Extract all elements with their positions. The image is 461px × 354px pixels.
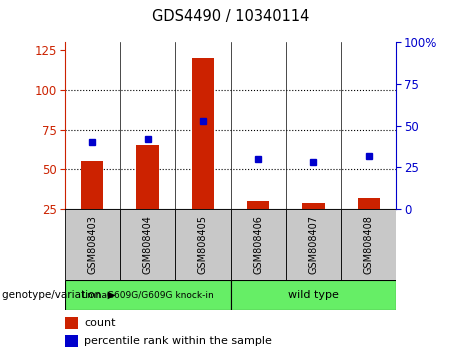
Text: GSM808406: GSM808406 (253, 215, 263, 274)
Text: GDS4490 / 10340114: GDS4490 / 10340114 (152, 9, 309, 24)
Text: GSM808408: GSM808408 (364, 215, 374, 274)
Bar (247, 201, 269, 209)
Bar (175, 209, 230, 280)
Bar (65, 335, 78, 347)
Bar (120, 209, 175, 280)
Text: GSM808405: GSM808405 (198, 215, 208, 274)
Bar (136, 145, 159, 209)
Text: wild type: wild type (288, 290, 339, 300)
Bar (65, 280, 230, 310)
Bar (65, 318, 78, 329)
Text: genotype/variation  ▶: genotype/variation ▶ (2, 290, 116, 300)
Text: GSM808407: GSM808407 (308, 215, 319, 274)
Bar (230, 209, 286, 280)
Text: percentile rank within the sample: percentile rank within the sample (84, 336, 272, 346)
Bar (65, 209, 120, 280)
Bar (358, 198, 380, 209)
Text: count: count (84, 318, 116, 328)
Bar (302, 202, 325, 209)
Text: LmnaG609G/G609G knock-in: LmnaG609G/G609G knock-in (82, 290, 213, 299)
Bar (286, 209, 341, 280)
Bar (81, 161, 103, 209)
Text: GSM808403: GSM808403 (87, 215, 97, 274)
Bar (192, 58, 214, 209)
Text: GSM808404: GSM808404 (142, 215, 153, 274)
Bar (341, 209, 396, 280)
Bar (230, 280, 396, 310)
